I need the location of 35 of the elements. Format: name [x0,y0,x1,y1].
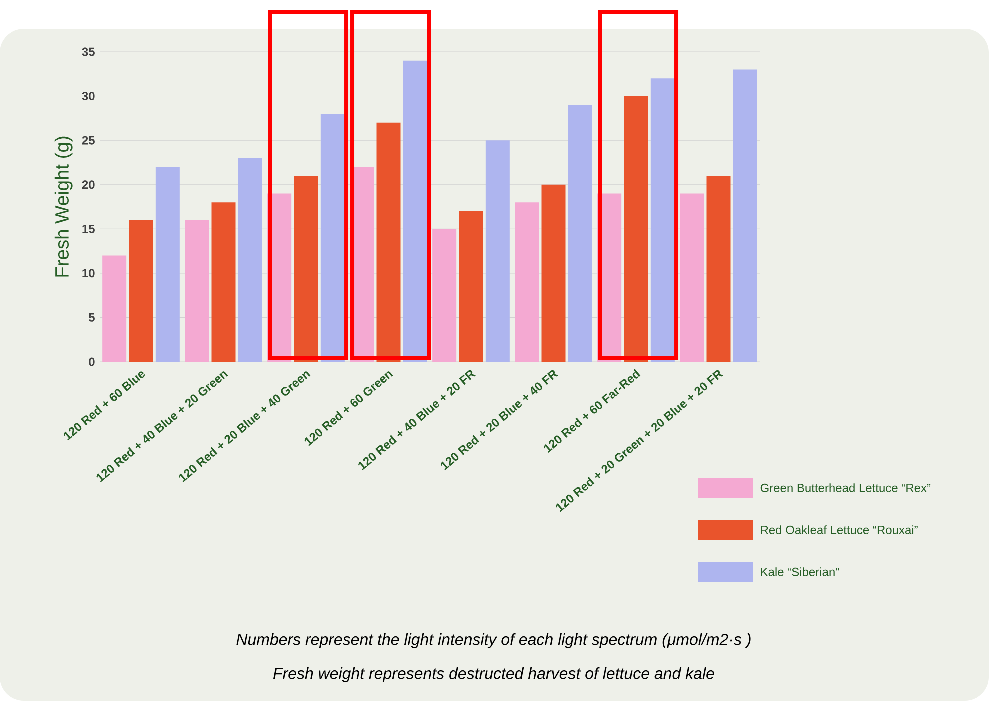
bar [459,211,484,362]
bar [542,184,566,362]
y-tick-label: 25 [82,136,95,145]
bar [102,256,127,362]
y-tick-label: 10 [82,269,95,278]
legend-label: Red Oakleaf Lettuce “Rouxai” [761,526,918,534]
y-tick-label: 5 [88,314,95,322]
text: Numbers represent the light intensity of each light spectrum (μmol/m2·s ) [236,634,751,648]
bar [403,60,428,362]
bar [238,158,262,362]
bar [129,220,154,362]
bar [733,70,758,362]
bar [515,202,540,362]
bar [680,194,704,362]
bar [294,176,318,362]
y-tick-label: 35 [82,48,95,56]
bar [212,202,236,362]
legend-label: Green Butterhead Lettuce “Rex” [760,484,931,492]
bar [320,114,345,362]
y-tick-label: 15 [82,224,95,234]
legend-label: Kale “Siberian” [761,568,840,576]
y-tick-label: 20 [82,180,95,190]
bar [624,96,648,362]
bar [650,78,675,362]
text: Fresh weight represents destructed harvest of lettuce and kale [274,668,714,682]
bar [185,220,210,362]
y-axis-title: Fresh Weight (g) [54,136,73,277]
bar [156,167,180,362]
bar [432,229,457,362]
y-tick-label: 30 [82,92,95,101]
bar [568,105,592,362]
bar [486,140,510,362]
bar [706,176,731,362]
y-tick-label: 0 [89,358,95,366]
bar [376,122,401,362]
